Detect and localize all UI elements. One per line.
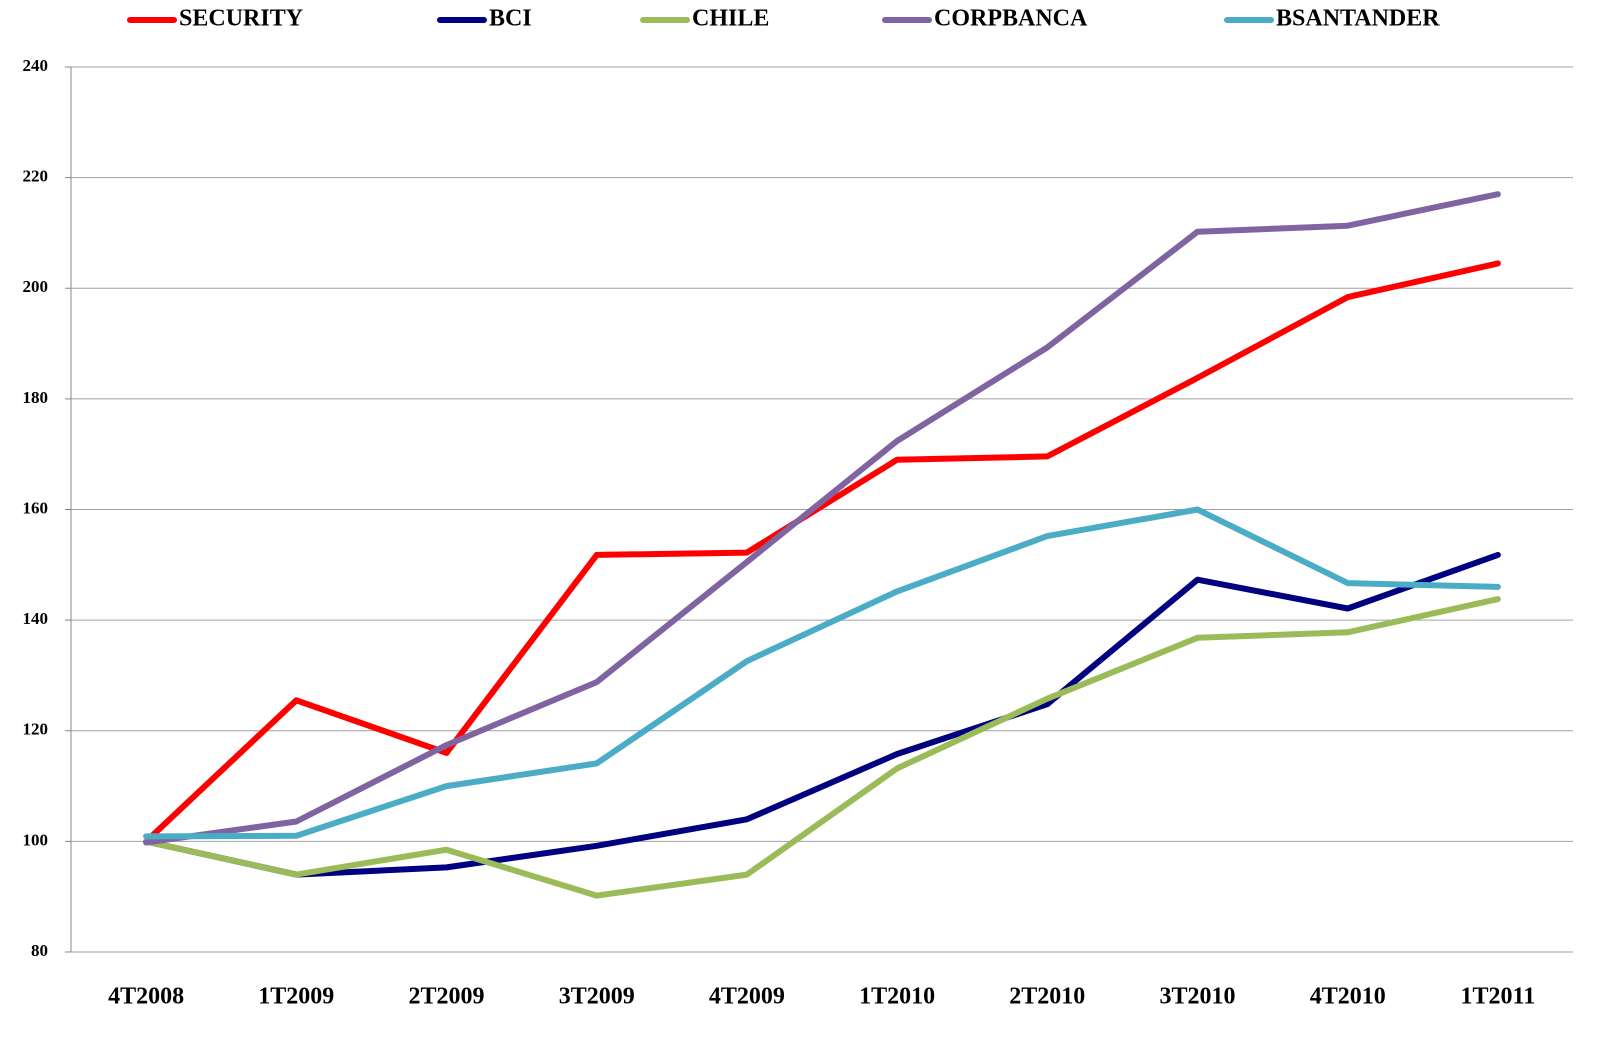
x-tick-label: 3T2010: [1159, 984, 1235, 1010]
y-tick-label: 120: [23, 720, 49, 739]
y-tick-label: 240: [23, 56, 49, 75]
series-line: [143, 551, 1501, 878]
y-tick-label: 100: [23, 830, 49, 849]
y-tick-label: 80: [31, 941, 48, 960]
legend-label: SECURITY: [179, 6, 303, 32]
x-tick-label: 1T2010: [859, 984, 935, 1010]
x-tick-label: 2T2009: [408, 984, 484, 1010]
y-tick-label: 140: [23, 609, 49, 628]
y-tick-label: 200: [23, 277, 49, 296]
series-line: [143, 260, 1501, 845]
y-tick-label: 180: [23, 388, 49, 407]
y-tick-label: 160: [23, 498, 49, 517]
legend-label: CORPBANCA: [934, 6, 1088, 32]
legend-label: CHILE: [692, 6, 769, 32]
legend-label: BSANTANDER: [1276, 6, 1440, 32]
y-tick-label: 220: [23, 167, 49, 186]
x-tick-label: 1T2011: [1461, 984, 1536, 1010]
x-tick-label: 4T2009: [709, 984, 785, 1010]
x-tick-label: 1T2009: [258, 984, 334, 1010]
series-line: [143, 596, 1501, 899]
legend-label: BCI: [489, 6, 532, 32]
x-tick-label: 2T2010: [1009, 984, 1085, 1010]
x-tick-label: 4T2010: [1310, 984, 1386, 1010]
x-tick-label: 4T2008: [108, 984, 184, 1010]
series-line: [143, 191, 1501, 846]
x-tick-label: 3T2009: [559, 984, 635, 1010]
series-line: [143, 506, 1501, 840]
